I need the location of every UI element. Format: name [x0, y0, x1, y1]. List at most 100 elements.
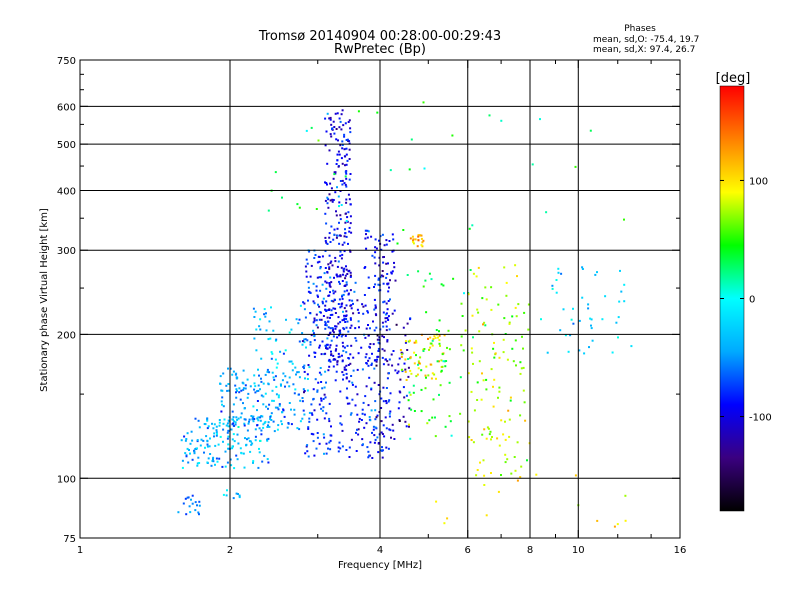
- data-point: [345, 139, 348, 141]
- data-point: [388, 412, 391, 415]
- data-point: [438, 330, 440, 333]
- data-point: [367, 311, 369, 314]
- data-point: [484, 324, 487, 327]
- data-point: [467, 420, 470, 423]
- data-point: [492, 405, 495, 408]
- data-point: [336, 112, 339, 115]
- data-point: [430, 377, 433, 380]
- data-point: [384, 317, 387, 320]
- data-point: [303, 370, 306, 373]
- data-point: [402, 229, 405, 231]
- data-point: [364, 229, 367, 232]
- data-point: [420, 410, 423, 413]
- data-point: [330, 339, 333, 342]
- data-point: [288, 376, 291, 379]
- data-point: [437, 336, 439, 339]
- data-point: [339, 180, 342, 182]
- data-point: [213, 432, 216, 435]
- data-point: [230, 428, 233, 431]
- data-point: [374, 409, 377, 412]
- data-point: [467, 293, 470, 296]
- data-point: [613, 525, 616, 528]
- data-point: [387, 262, 389, 265]
- data-point: [332, 365, 335, 368]
- y-tick-label: 500: [57, 140, 76, 151]
- data-point: [231, 410, 234, 413]
- data-point: [221, 465, 224, 468]
- data-point: [233, 467, 236, 470]
- data-point: [335, 236, 338, 239]
- data-point: [271, 371, 274, 374]
- data-point: [306, 339, 309, 342]
- data-point: [446, 517, 449, 520]
- data-point: [343, 235, 346, 238]
- data-point: [385, 387, 388, 389]
- data-point: [460, 302, 463, 305]
- data-point: [516, 275, 518, 278]
- data-point: [226, 461, 229, 464]
- data-point: [268, 371, 271, 374]
- data-point: [439, 384, 442, 387]
- data-point: [325, 222, 328, 225]
- data-point: [320, 399, 323, 402]
- data-point: [348, 119, 351, 122]
- data-point: [324, 144, 327, 147]
- data-point: [557, 271, 560, 274]
- data-point: [342, 373, 345, 376]
- data-point: [375, 364, 378, 367]
- data-point: [551, 287, 554, 290]
- data-point: [463, 292, 465, 295]
- data-point: [381, 449, 384, 452]
- data-point: [438, 393, 440, 396]
- data-point: [340, 204, 343, 206]
- data-point: [239, 416, 242, 419]
- data-point: [345, 281, 348, 284]
- data-point: [343, 314, 346, 317]
- data-point: [504, 420, 506, 423]
- data-point: [514, 339, 517, 342]
- data-point: [494, 352, 497, 355]
- data-point: [472, 362, 474, 365]
- data-point: [562, 308, 565, 311]
- data-point: [343, 250, 346, 253]
- data-point: [383, 435, 386, 438]
- data-point: [214, 444, 217, 447]
- data-point: [303, 308, 306, 311]
- data-point: [348, 299, 351, 302]
- data-point: [387, 282, 390, 285]
- data-point: [344, 232, 347, 235]
- data-point: [345, 314, 348, 317]
- data-point: [482, 459, 485, 462]
- data-point: [340, 257, 343, 260]
- data-point: [304, 377, 306, 380]
- data-point: [224, 465, 227, 468]
- x-tick-label: 16: [674, 545, 687, 556]
- data-point: [334, 112, 337, 115]
- data-point: [564, 334, 567, 337]
- data-point: [333, 233, 336, 236]
- data-point: [470, 390, 473, 393]
- data-point: [428, 272, 431, 275]
- data-point: [310, 403, 313, 406]
- data-point: [422, 350, 425, 352]
- data-point: [285, 318, 287, 321]
- data-point: [325, 381, 327, 384]
- data-point: [329, 291, 331, 294]
- data-point: [331, 313, 334, 316]
- data-point: [520, 367, 523, 370]
- data-point: [395, 323, 398, 326]
- data-point: [340, 335, 343, 338]
- data-point: [485, 298, 488, 301]
- data-point: [220, 400, 223, 403]
- data-point: [336, 336, 339, 339]
- data-point: [253, 382, 256, 385]
- data-point: [276, 428, 279, 431]
- data-point: [382, 325, 385, 328]
- data-point: [347, 242, 349, 245]
- data-point: [373, 256, 376, 259]
- data-point: [349, 250, 352, 253]
- data-point: [407, 375, 410, 378]
- data-point: [365, 353, 368, 356]
- data-point: [242, 382, 245, 385]
